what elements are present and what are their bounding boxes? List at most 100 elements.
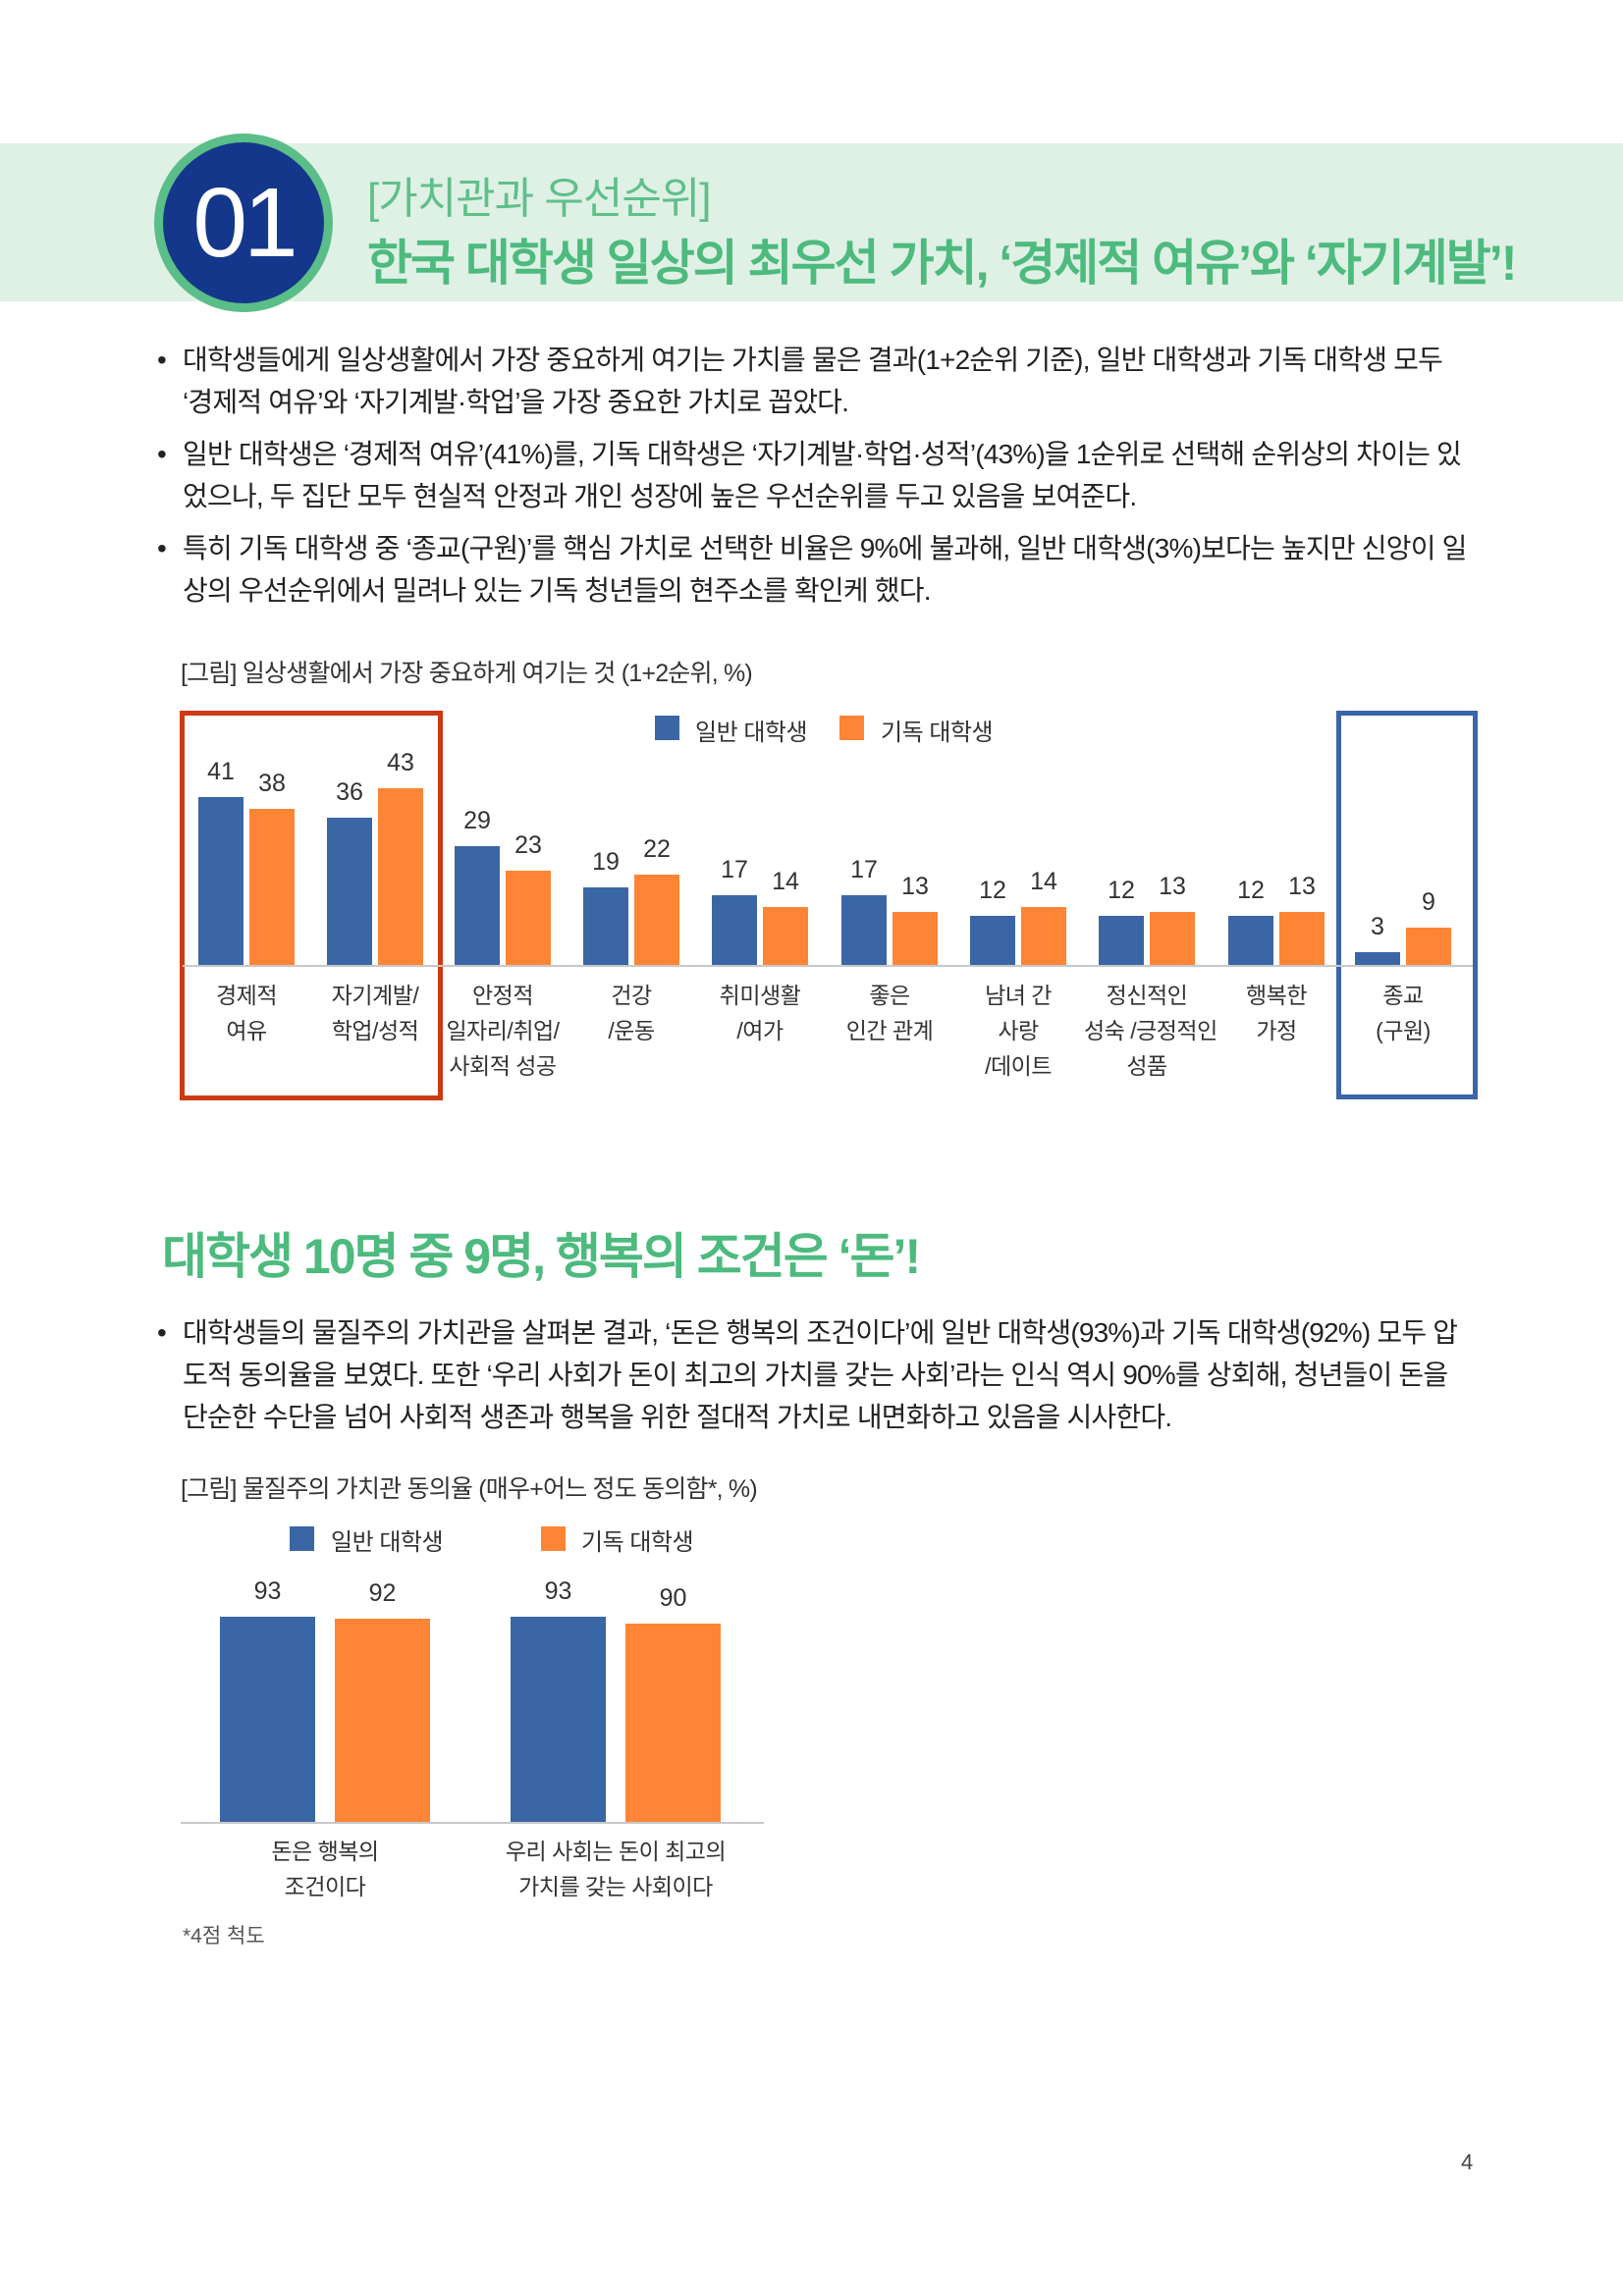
data-label: 41 — [207, 757, 235, 785]
bar-christian — [249, 809, 295, 965]
data-label: 29 — [463, 806, 491, 834]
page-title: 한국 대학생 일상의 최우선 가치, ‘경제적 여유’와 ‘자기계발’! — [367, 236, 1517, 291]
bullet-item: 특히 기독 대학생 중 ‘종교(구원)’를 핵심 가치로 선택한 비율은 9%에… — [157, 527, 1478, 612]
data-label: 12 — [1237, 876, 1265, 904]
section2-heading: 대학생 10명 중 9명, 행복의 조건은 ‘돈’! — [162, 1229, 921, 1284]
category-label-line: 우리 사회는 돈이 최고의 — [505, 1839, 727, 1864]
category-label: 취미생활/여가 — [697, 978, 823, 1048]
bar-general — [970, 915, 1015, 965]
page-number: 4 — [1461, 2150, 1474, 2174]
bar-christian — [335, 1619, 430, 1822]
legend-swatch-general — [655, 716, 679, 740]
category-label-line: 사랑 — [998, 1018, 1039, 1043]
section-kicker: [가치관과 우선순위] — [367, 175, 712, 223]
data-label: 22 — [643, 835, 671, 864]
data-label: 3 — [1371, 913, 1384, 941]
bullet-item: 일반 대학생은 ‘경제적 여유’(41%)를, 기독 대학생은 ‘자기계발·학업… — [157, 433, 1478, 517]
data-label: 36 — [336, 777, 363, 806]
bar-general — [511, 1616, 606, 1822]
category-label-line: 건강 — [611, 983, 652, 1008]
data-label: 38 — [258, 770, 286, 798]
highlight-box-blue — [1336, 711, 1478, 1099]
category-label-line: 사회적 성공 — [449, 1053, 557, 1079]
data-label: 9 — [1422, 888, 1435, 917]
data-label: 90 — [659, 1583, 687, 1612]
bar-general — [1355, 952, 1400, 965]
category-label-line: /여가 — [736, 1018, 784, 1043]
category-label-line: 경제적 — [216, 983, 277, 1008]
data-label: 17 — [721, 855, 748, 883]
section1-bullets: 대학생들에게 일상생활에서 가장 중요하게 여기는 가치를 물은 결과(1+2순… — [157, 339, 1478, 621]
category-label-line: 가정 — [1256, 1018, 1297, 1043]
category-label-line: 취미생활 — [719, 983, 801, 1008]
data-label: 13 — [1159, 872, 1186, 900]
bar-general — [1228, 915, 1273, 965]
bar-general — [327, 817, 372, 965]
legend-label-christian: 기독 대학생 — [881, 720, 994, 746]
bar-christian — [634, 875, 679, 965]
category-label-line: 성숙 /긍정적인 — [1084, 1018, 1217, 1043]
bar-general — [712, 894, 757, 965]
category-label-line: 정신적인 — [1106, 983, 1188, 1008]
figure2-caption: [그림] 물질주의 가치관 동의율 (매우+어느 정도 동의함*, %) — [181, 1475, 758, 1503]
category-label: 건강/운동 — [568, 978, 694, 1048]
bullet-item: 대학생들에게 일상생활에서 가장 중요하게 여기는 가치를 물은 결과(1+2순… — [157, 339, 1478, 423]
legend-label-general: 일반 대학생 — [695, 720, 808, 746]
category-label-line: 성품 — [1126, 1053, 1167, 1079]
category-label-line: 돈은 행복의 — [271, 1839, 379, 1864]
legend-label-general: 일반 대학생 — [331, 1529, 444, 1556]
category-label-line: 여유 — [226, 1018, 267, 1043]
bar-christian — [893, 911, 938, 965]
legend-swatch-christian — [839, 716, 864, 740]
bar-christian — [1021, 907, 1066, 965]
data-label: 14 — [772, 868, 799, 896]
bar-general — [198, 796, 243, 965]
category-label-line: 일자리/취업/ — [446, 1018, 560, 1043]
legend-swatch-christian — [541, 1526, 566, 1551]
category-label-line: 안정적 — [472, 983, 533, 1008]
section2-bullets: 대학생들의 물질주의 가치관을 살펴본 결과, ‘돈은 행복의 조건이다’에 일… — [157, 1311, 1478, 1448]
data-label: 92 — [368, 1579, 397, 1607]
data-label: 12 — [979, 876, 1006, 904]
bar-general — [583, 886, 628, 965]
category-label: 돈은 행복의 조건이다 — [183, 1834, 467, 1904]
bar-general — [455, 845, 500, 965]
data-label: 43 — [387, 749, 414, 777]
category-label-line: 좋은 — [869, 983, 910, 1008]
legend-label-christian: 기독 대학생 — [581, 1529, 694, 1556]
bar-christian — [506, 870, 551, 965]
footnote: *4점 척도 — [183, 1925, 265, 1948]
data-label: 93 — [544, 1576, 572, 1605]
data-label: 12 — [1108, 876, 1135, 904]
data-label: 13 — [1288, 872, 1316, 900]
category-label-line: /데이트 — [985, 1053, 1052, 1079]
data-label: 23 — [514, 830, 542, 859]
bar-general — [841, 894, 887, 965]
category-label-line: 인간 관계 — [845, 1018, 934, 1043]
category-label-line: 남녀 간 — [985, 983, 1052, 1008]
bar-christian — [1406, 928, 1451, 965]
data-label: 17 — [850, 855, 878, 883]
bar-christian — [378, 788, 423, 965]
category-label: 자기계발/학업/성적 — [312, 978, 438, 1048]
bar-general — [220, 1616, 315, 1822]
section-number: 01 — [163, 142, 324, 303]
figure1-caption: [그림] 일상생활에서 가장 중요하게 여기는 것 (1+2순위, %) — [181, 660, 753, 687]
category-label-line: 행복한 — [1246, 983, 1307, 1008]
bar-christian — [763, 907, 808, 965]
category-label-line: 자기계발/ — [331, 983, 419, 1008]
bar-christian — [1150, 911, 1195, 965]
category-label-line: 종교 — [1382, 983, 1424, 1008]
category-label-line: 학업/성적 — [331, 1018, 419, 1043]
bar-christian — [1279, 911, 1325, 965]
data-label: 19 — [592, 847, 620, 876]
highlight-box-red — [180, 711, 443, 1100]
bar-christian — [625, 1623, 721, 1822]
category-label-line: /운동 — [608, 1018, 655, 1043]
category-label-line: 가치를 갖는 사회이다 — [518, 1874, 713, 1899]
